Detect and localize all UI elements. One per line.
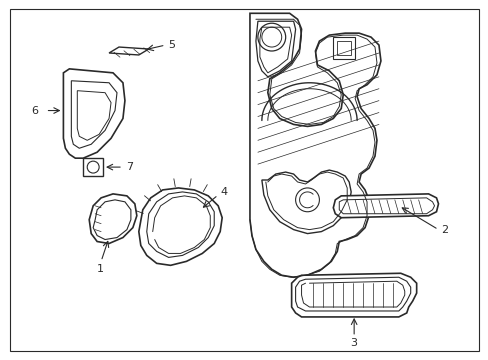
- Polygon shape: [333, 37, 354, 59]
- Polygon shape: [259, 27, 291, 73]
- Polygon shape: [93, 200, 131, 239]
- Polygon shape: [333, 194, 438, 218]
- Text: 7: 7: [126, 162, 133, 172]
- Text: 4: 4: [220, 187, 227, 197]
- Polygon shape: [139, 188, 222, 265]
- Polygon shape: [295, 277, 410, 311]
- Polygon shape: [77, 91, 111, 140]
- Polygon shape: [71, 81, 117, 148]
- Polygon shape: [337, 41, 350, 55]
- Polygon shape: [262, 170, 350, 234]
- Polygon shape: [255, 21, 295, 77]
- Polygon shape: [89, 194, 137, 243]
- Text: 6: 6: [32, 105, 39, 116]
- Polygon shape: [109, 47, 148, 55]
- Text: 5: 5: [168, 40, 175, 50]
- Polygon shape: [10, 9, 478, 351]
- Text: 3: 3: [349, 338, 356, 348]
- Polygon shape: [146, 192, 214, 257]
- Polygon shape: [339, 198, 434, 214]
- Polygon shape: [291, 273, 416, 317]
- Polygon shape: [249, 13, 380, 277]
- Text: 2: 2: [441, 225, 447, 235]
- Polygon shape: [63, 69, 124, 158]
- Polygon shape: [83, 158, 103, 176]
- Text: 1: 1: [97, 264, 104, 274]
